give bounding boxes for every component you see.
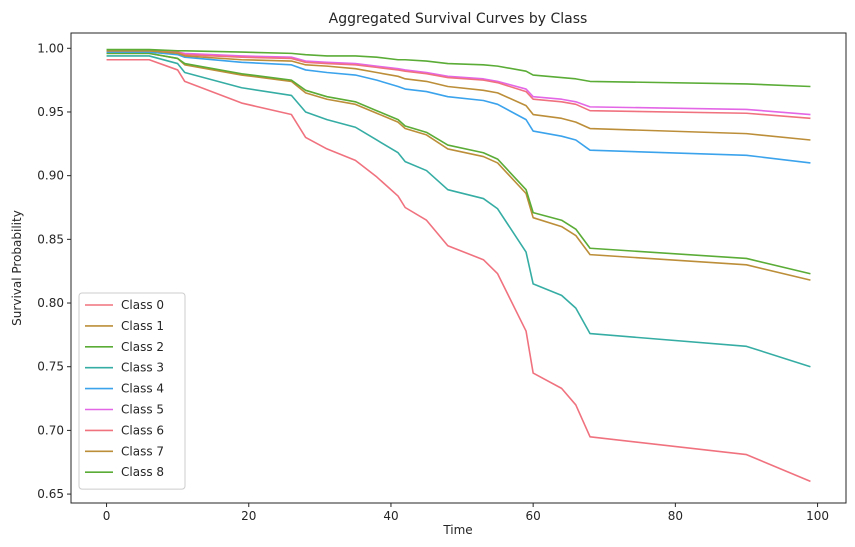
x-tick-label: 0 [103, 509, 111, 523]
y-tick-label: 0.90 [37, 169, 64, 183]
series-line-class-2 [106, 52, 811, 275]
series-lines [106, 48, 811, 483]
series-line-class-3 [106, 55, 811, 368]
series-line-class-6 [106, 50, 811, 120]
legend-label-class-3: Class 3 [121, 361, 164, 375]
series-line-class-0 [106, 58, 811, 483]
series-line-class-1 [106, 52, 811, 281]
x-tick-label: 100 [806, 509, 829, 523]
x-tick-label: 20 [241, 509, 256, 523]
plot-frame [70, 32, 847, 504]
legend-label-class-1: Class 1 [121, 319, 164, 333]
chart-title: Aggregated Survival Curves by Class [329, 11, 588, 27]
y-axis-label: Survival Probability [10, 210, 24, 326]
y-tick-label: 0.70 [37, 423, 64, 437]
y-tick-label: 0.80 [37, 296, 64, 310]
x-tick-label: 60 [526, 509, 541, 523]
legend-label-class-4: Class 4 [121, 382, 164, 396]
y-tick-label: 0.65 [37, 487, 64, 501]
y-axis-ticks: 0.65 0.70 0.75 0.80 0.85 0.90 0.95 1.00 [37, 41, 71, 501]
y-tick-label: 1.00 [37, 41, 64, 55]
series-line-class-4 [106, 51, 811, 164]
legend-label-class-7: Class 7 [121, 444, 164, 458]
x-tick-label: 40 [383, 509, 398, 523]
x-axis-ticks: 0 20 40 60 80 100 [103, 503, 829, 523]
series-line-class-7 [106, 50, 811, 141]
series-line-class-5 [106, 50, 811, 116]
legend-box [78, 292, 186, 490]
legend-label-class-0: Class 0 [121, 298, 164, 312]
legend: Class 0 Class 1 Class 2 Class 3 Class 4 Class… [78, 292, 186, 490]
y-tick-label: 0.75 [37, 360, 64, 374]
y-tick-label: 0.85 [37, 232, 64, 246]
x-tick-label: 80 [668, 509, 683, 523]
legend-label-class-2: Class 2 [121, 340, 164, 354]
series-line-class-8 [106, 48, 811, 88]
legend-label-class-6: Class 6 [121, 423, 164, 437]
legend-label-class-8: Class 8 [121, 465, 164, 479]
y-tick-label: 0.95 [37, 105, 64, 119]
x-axis-label: Time [442, 523, 472, 537]
legend-label-class-5: Class 5 [121, 403, 164, 417]
